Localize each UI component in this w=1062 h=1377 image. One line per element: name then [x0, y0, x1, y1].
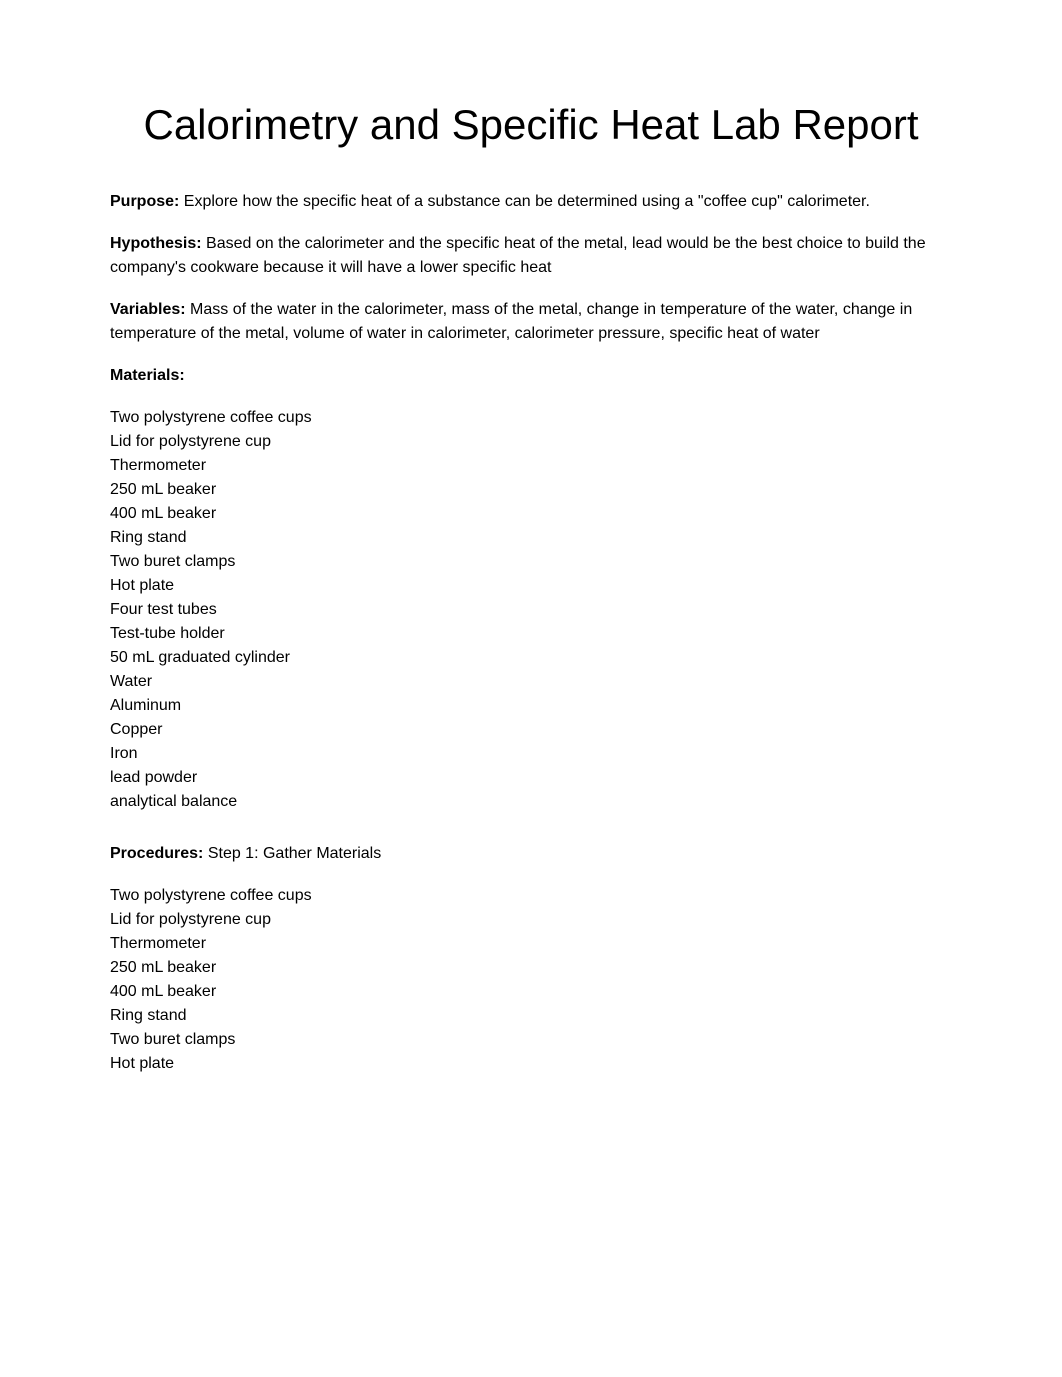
list-item: 400 mL beaker: [110, 502, 952, 526]
list-item: Lid for polystyrene cup: [110, 430, 952, 454]
materials-section: Materials:: [110, 364, 952, 388]
materials-label: Materials:: [110, 367, 185, 384]
procedures-label: Procedures:: [110, 845, 203, 862]
variables-text: Mass of the water in the calorimeter, ma…: [110, 301, 912, 342]
page-title: Calorimetry and Specific Heat Lab Report: [110, 100, 952, 150]
hypothesis-section: Hypothesis: Based on the calorimeter and…: [110, 232, 952, 280]
list-item: 250 mL beaker: [110, 478, 952, 502]
procedures-step: Step 1: Gather Materials: [203, 845, 381, 862]
variables-label: Variables:: [110, 301, 186, 318]
procedures-section: Procedures: Step 1: Gather Materials: [110, 842, 952, 866]
list-item: Ring stand: [110, 526, 952, 550]
list-item: Aluminum: [110, 694, 952, 718]
hypothesis-label: Hypothesis:: [110, 235, 202, 252]
list-item: Thermometer: [110, 454, 952, 478]
list-item: 250 mL beaker: [110, 956, 952, 980]
list-item: Two buret clamps: [110, 1028, 952, 1052]
list-item: Iron: [110, 742, 952, 766]
purpose-section: Purpose: Explore how the specific heat o…: [110, 190, 952, 214]
list-item: Four test tubes: [110, 598, 952, 622]
list-item: Two polystyrene coffee cups: [110, 884, 952, 908]
list-item: Two polystyrene coffee cups: [110, 406, 952, 430]
list-item: analytical balance: [110, 790, 952, 814]
list-item: Two buret clamps: [110, 550, 952, 574]
procedures-list: Two polystyrene coffee cups Lid for poly…: [110, 884, 952, 1076]
list-item: 50 mL graduated cylinder: [110, 646, 952, 670]
list-item: Ring stand: [110, 1004, 952, 1028]
list-item: lead powder: [110, 766, 952, 790]
purpose-text: Explore how the specific heat of a subst…: [179, 193, 870, 210]
materials-list: Two polystyrene coffee cups Lid for poly…: [110, 406, 952, 814]
list-item: Lid for polystyrene cup: [110, 908, 952, 932]
list-item: Test-tube holder: [110, 622, 952, 646]
list-item: Water: [110, 670, 952, 694]
list-item: Copper: [110, 718, 952, 742]
hypothesis-text: Based on the calorimeter and the specifi…: [110, 235, 926, 276]
list-item: Hot plate: [110, 574, 952, 598]
variables-section: Variables: Mass of the water in the calo…: [110, 298, 952, 346]
list-item: 400 mL beaker: [110, 980, 952, 1004]
list-item: Thermometer: [110, 932, 952, 956]
purpose-label: Purpose:: [110, 193, 179, 210]
list-item: Hot plate: [110, 1052, 952, 1076]
